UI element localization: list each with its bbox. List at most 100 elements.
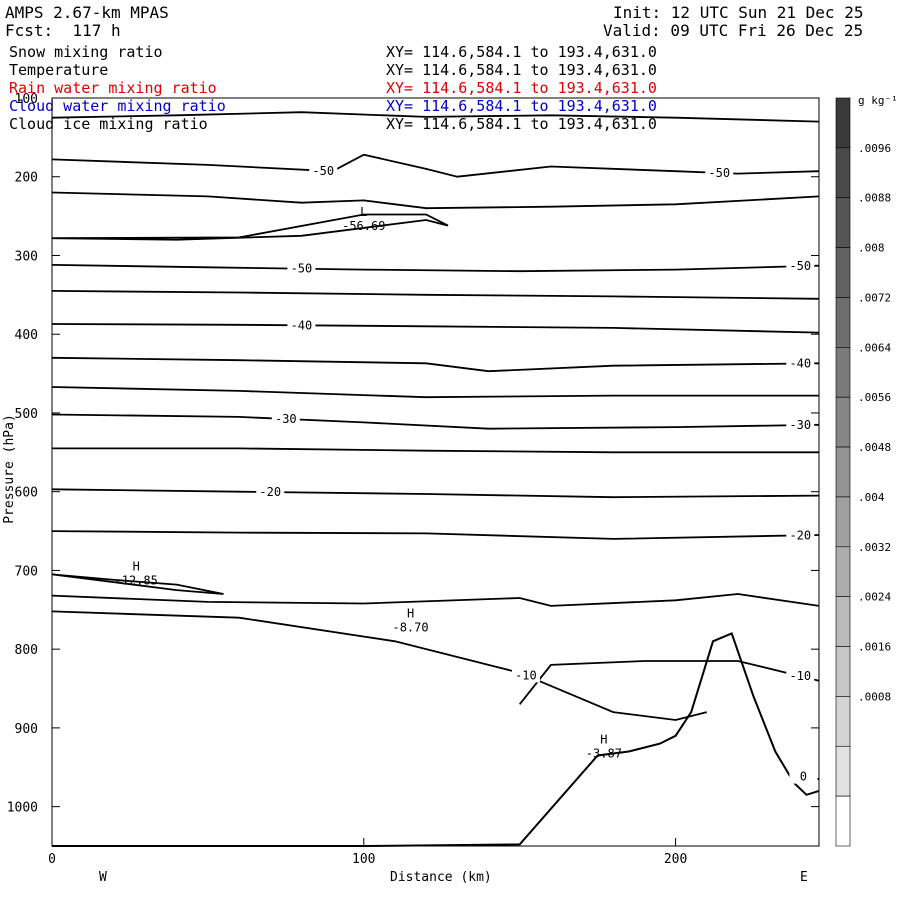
contour-label-bg [786,417,815,433]
field-xy-range: XY= 114.6,584.1 to 193.4,631.0 [386,79,657,97]
y-tick-label: 200 [15,171,38,186]
colorbar-label: .0048 [858,441,891,454]
contour-label-bg [287,260,316,276]
isotherm-line [51,610,708,721]
contour-label-bg [287,317,316,333]
colorbar-swatch [835,745,851,797]
model-title: AMPS 2.67-km MPAS [5,3,169,22]
colorbar-label: .0064 [858,341,891,354]
colorbar-label: .0008 [858,690,891,703]
colorbar-swatch [835,646,851,697]
contour-label-bg [705,164,734,180]
field-xy-range: XY= 114.6,584.1 to 193.4,631.0 [386,61,657,79]
contour-label-bg [786,668,815,684]
y-tick-label: 300 [15,249,38,264]
extremum-value: -12.85 [115,573,158,587]
west-label: W [99,870,107,885]
contour-label: -30 [789,418,811,432]
y-tick-label: 100 [15,92,38,107]
field-name: Temperature [9,61,109,79]
colorbar-swatch [835,546,851,597]
valid-time: Valid: 09 UTC Fri 26 Dec 25 [603,21,864,40]
colorbar-swatch [835,97,851,149]
isotherm-line [51,530,820,540]
colorbar-swatch [835,446,851,498]
y-tick-label: 1000 [7,801,38,816]
contour-label: -10 [789,669,811,683]
y-tick-label: 900 [15,722,38,737]
extremum-value: -8.70 [392,621,428,635]
contour-label: -40 [789,357,811,371]
isotherm-line [51,386,819,399]
field-xy-range: XY= 114.6,584.1 to 193.4,631.0 [386,97,657,115]
colorbar-swatch [835,596,851,647]
forecast-hour: Fcst: 117 h [5,21,121,40]
isotherm-line [51,488,820,499]
contour-label-bg [786,258,815,274]
isotherm-layer [51,111,820,780]
extremum-marker: H [407,607,414,621]
isotherm-line [51,191,820,210]
colorbar-label: .0032 [858,541,891,554]
contour-label-bg [786,355,815,371]
field-xy-range: XY= 114.6,584.1 to 193.4,631.0 [386,115,657,133]
extremum-marker: H [133,559,140,573]
colorbar-label: .004 [858,491,885,504]
terrain-line [52,632,820,847]
y-tick-label: 400 [15,328,38,343]
isotherm-line [51,573,224,595]
y-axis-title: Pressure (hPa) [1,414,17,524]
contour-label-bg [271,410,300,426]
isotherm-line [51,264,820,273]
axis-layer: 100 200 300 400 500 600 700 800 900 1000 0 100 200 [7,92,819,867]
colorbar-unit: g kg⁻¹ [858,94,898,107]
extremum-marker: H [600,733,607,747]
label-layer: -50 -50 -50 -50 -40 -40 -30 -30 -20 -20 -10 -10 0 L-5… [115,162,818,784]
colorbar-swatch [835,795,851,847]
isotherm-line [51,593,820,607]
contour-label: -20 [259,485,281,499]
field-name: Rain water mixing ratio [9,79,217,97]
contour-label: -50 [312,164,334,178]
extremum-marker: L [360,205,367,219]
x-tick-label: 200 [664,852,687,867]
isotherm-line [518,660,820,705]
isotherm-line [51,413,820,430]
colorbar-label: .008 [858,242,885,255]
contour-label: -50 [708,166,730,180]
y-tick-label: 800 [15,643,38,658]
colorbar-label: .0016 [858,641,891,654]
colorbar-swatch [835,247,851,298]
plot-frame [51,97,820,847]
colorbar-swatch [835,696,851,747]
colorbar-swatch [835,297,851,348]
contour-label: -40 [291,318,313,332]
colorbar-label: .0056 [858,391,891,404]
contour-label-bg [309,162,338,178]
isotherm-line [51,323,820,334]
colorbar: g kg⁻¹ .0096 .0088 .008 .0072 .0064 .0056 .0048… [835,94,898,847]
field-name: Cloud ice mixing ratio [9,115,208,133]
colorbar-swatch [835,147,851,199]
isotherm-line [51,111,820,123]
x-tick-label: 100 [352,852,375,867]
x-tick-label: 0 [48,852,56,867]
contour-label: -10 [515,668,537,682]
field-name: Cloud water mixing ratio [9,97,226,115]
contour-label-bg [256,484,285,500]
extremum-value: -3.87 [586,747,622,761]
isotherm-line [51,356,820,373]
x-axis-title: Distance (km) [390,870,492,885]
contour-label-bg [511,667,540,683]
colorbar-label: .0088 [858,192,891,205]
contour-label: -50 [789,259,811,273]
y-tick-label: 700 [15,564,38,579]
isotherm-line [52,447,819,454]
colorbar-label: .0072 [858,291,891,304]
contour-label: -50 [291,262,313,276]
isotherm-line [51,153,820,178]
colorbar-swatch [835,347,851,398]
colorbar-swatch [835,496,851,548]
colorbar-swatch [835,197,851,248]
